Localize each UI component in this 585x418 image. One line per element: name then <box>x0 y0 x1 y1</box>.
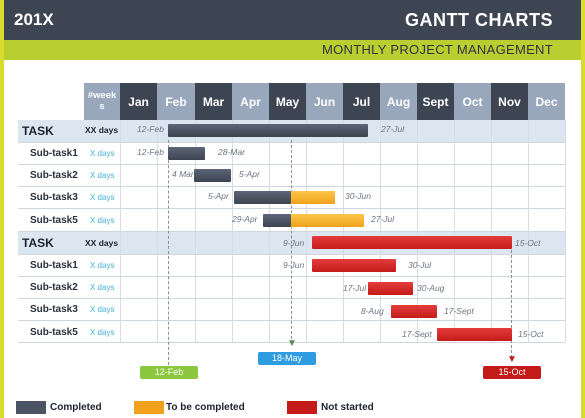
subtask-bar-not-started[interactable] <box>312 259 396 272</box>
task-label: TASK <box>22 124 54 138</box>
subtask-end-date: 30-Jun <box>345 191 371 201</box>
subtask-duration: X days <box>90 305 115 314</box>
month-jul: Jul <box>343 83 380 120</box>
subtask-duration: X days <box>90 193 115 202</box>
subtask-bar-completed[interactable] <box>234 191 291 204</box>
subtask-start-date: 17-Sept <box>402 329 432 339</box>
start-marker-line <box>168 140 169 370</box>
month-jan: Jan <box>120 83 157 120</box>
subtitle-bar: MONTHLY PROJECT MANAGEMENT <box>4 40 581 60</box>
task-end-date: 15-Oct <box>515 238 541 248</box>
title-bar: 201X GANTT CHARTS <box>4 0 581 40</box>
month-apr: Apr <box>232 83 269 120</box>
today-marker[interactable]: 18-May <box>258 352 316 365</box>
subtask-bar-not-started[interactable] <box>437 328 512 341</box>
month-aug: Aug <box>380 83 417 120</box>
month-may: May <box>269 83 306 120</box>
month-nov: Nov <box>491 83 528 120</box>
subtask-start-date: 12-Feb <box>137 147 164 157</box>
deadline-marker-line <box>511 250 512 358</box>
subtask-end-date: 15-Oct <box>518 329 544 339</box>
subtask-label: Sub-task5 <box>30 215 78 226</box>
month-oct: Oct <box>454 83 491 120</box>
subtask-label: Sub-task3 <box>30 304 78 315</box>
month-sept: Sept <box>417 83 454 120</box>
subtask-start-date: 5-Apr <box>208 191 229 201</box>
subtask-bar-completed[interactable] <box>168 147 205 160</box>
subtask-start-date: 9-Jun <box>283 260 305 270</box>
page-title: GANTT CHARTS <box>405 10 553 30</box>
subtask-duration: X days <box>90 216 115 225</box>
start-marker[interactable]: 12-Feb <box>140 366 198 379</box>
subtask-label: Sub-task1 <box>30 148 78 159</box>
subtask-end-date: 17-Sept <box>444 306 474 316</box>
subtask-duration: X days <box>90 149 115 158</box>
gantt-card: 201X GANTT CHARTS MONTHLY PROJECT MANAGE… <box>4 0 581 418</box>
subtask-label: Sub-task5 <box>30 327 78 338</box>
subtask-end-date: 5-Apr <box>239 169 260 179</box>
task-bar-completed[interactable] <box>168 124 368 137</box>
subtask-duration: X days <box>90 328 115 337</box>
subtask-bar-not-started[interactable] <box>368 282 413 295</box>
task-duration: XX days <box>85 125 119 135</box>
subtask-start-date: 8-Aug <box>361 306 384 316</box>
task-duration: XX days <box>85 238 119 248</box>
subtask-end-date: 28-Mar <box>218 147 245 157</box>
subtask-end-date: 27-Jul <box>371 214 395 224</box>
month-mar: Mar <box>195 83 232 120</box>
subtask-start-date: 17-Jul <box>343 283 367 293</box>
subtask-end-date: 30-Jul <box>408 260 432 270</box>
subtask-end-date: 30-Aug <box>417 283 445 293</box>
today-arrow-icon: ▼ <box>287 338 297 349</box>
deadline-arrow-icon: ▼ <box>507 354 517 365</box>
subtask-label: Sub-task2 <box>30 282 78 293</box>
subtask-bar-not-started[interactable] <box>391 305 437 318</box>
subtask-label: Sub-task2 <box>30 170 78 181</box>
subtask-bar-to-be-completed[interactable] <box>291 191 335 204</box>
subtask-duration: X days <box>90 171 115 180</box>
month-jun: Jun <box>306 83 343 120</box>
task-label: TASK <box>22 236 54 250</box>
weeks-column-header: #week s <box>84 83 120 120</box>
legend-to-be-completed-swatch <box>134 401 164 414</box>
task-bar-not-started[interactable] <box>312 236 512 249</box>
today-marker-line <box>291 140 292 344</box>
subtask-duration: X days <box>90 283 115 292</box>
legend-completed-swatch <box>16 401 46 414</box>
subtask-duration: X days <box>90 261 115 270</box>
task-end-date: 27-Jul <box>381 124 405 134</box>
legend-not-started-swatch <box>287 401 317 414</box>
page-subtitle: MONTHLY PROJECT MANAGEMENT <box>322 42 553 57</box>
subtask-bar-completed[interactable] <box>194 169 231 182</box>
task-start-date: 12-Feb <box>137 124 164 134</box>
subtask-label: Sub-task3 <box>30 192 78 203</box>
legend-not-started-label: Not started <box>321 402 374 413</box>
month-feb: Feb <box>157 83 195 120</box>
subtask-bar-completed[interactable] <box>263 214 291 227</box>
legend-to-be-completed-label: To be completed <box>166 402 245 413</box>
legend-completed-label: Completed <box>50 402 102 413</box>
deadline-marker[interactable]: 15-Oct <box>483 366 541 379</box>
month-dec: Dec <box>528 83 565 120</box>
subtask-start-date: 29-Apr <box>232 214 258 224</box>
year-label: 201X <box>14 10 54 29</box>
task-start-date: 9-Jun <box>283 238 305 248</box>
subtask-label: Sub-task1 <box>30 260 78 271</box>
grid-line <box>565 120 566 342</box>
subtask-start-date: 4 Mar <box>172 169 194 179</box>
subtask-bar-to-be-completed[interactable] <box>291 214 364 227</box>
